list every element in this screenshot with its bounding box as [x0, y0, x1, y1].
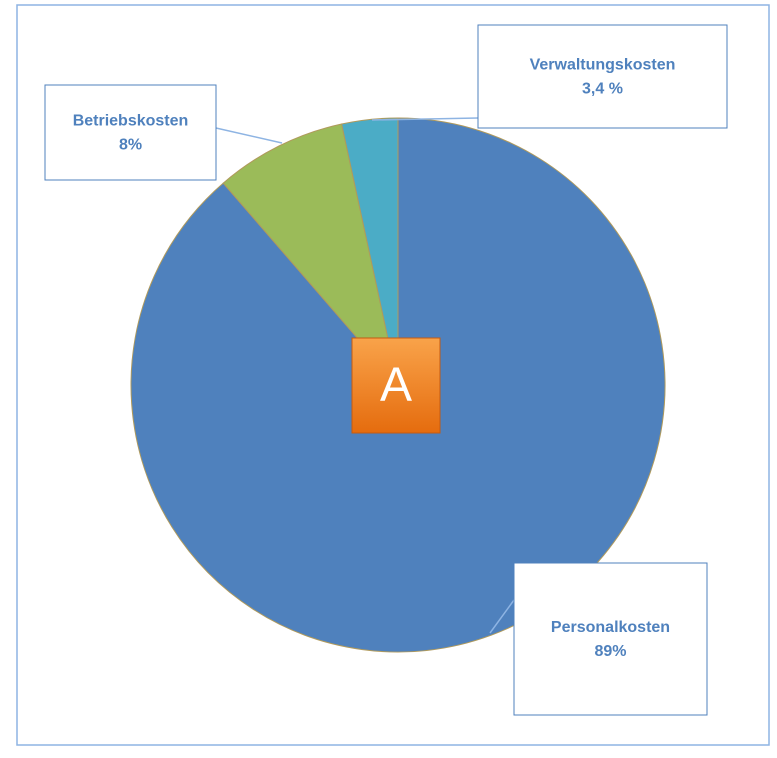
label-value: 3,4 %	[582, 81, 623, 98]
pie-slice	[341, 117, 399, 386]
frame	[16, 4, 770, 746]
data-labels: Personalkosten 89% Betriebskosten 8% Verwalt…	[44, 24, 728, 716]
badge-box	[351, 337, 441, 434]
label-box	[44, 84, 217, 181]
label-name: Verwaltungskosten	[530, 57, 676, 74]
leader-line	[215, 127, 283, 144]
badge-text: A	[380, 359, 412, 412]
label-box	[513, 562, 708, 716]
label-box	[477, 24, 728, 129]
pie-slice	[222, 123, 399, 386]
label-name: Personalkosten	[551, 619, 670, 636]
badge: A	[351, 337, 441, 434]
label-name: Betriebskosten	[73, 113, 189, 130]
leader-line	[489, 599, 515, 634]
leader-line	[371, 117, 479, 121]
label-value: 89%	[594, 643, 626, 660]
label-value: 8%	[119, 137, 142, 154]
